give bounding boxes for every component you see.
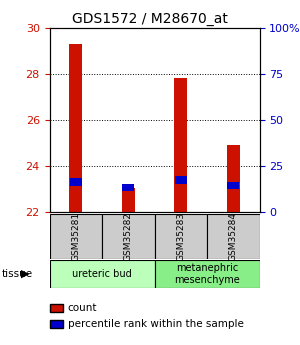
Bar [70, 178, 82, 186]
Bar [175, 176, 187, 185]
FancyBboxPatch shape [154, 260, 260, 288]
FancyBboxPatch shape [154, 214, 207, 259]
Text: ▶: ▶ [21, 269, 29, 279]
Bar [69, 44, 82, 212]
Text: count: count [68, 303, 97, 313]
Text: tissue: tissue [2, 269, 33, 279]
Bar [174, 78, 187, 212]
Text: GSM35284: GSM35284 [229, 212, 238, 261]
FancyBboxPatch shape [207, 214, 260, 259]
Text: GSM35283: GSM35283 [176, 212, 185, 261]
Bar [122, 188, 135, 212]
Bar [122, 185, 134, 191]
Bar [227, 182, 239, 189]
Text: GSM35282: GSM35282 [124, 212, 133, 261]
Text: metanephric
mesenchyme: metanephric mesenchyme [174, 263, 240, 285]
FancyBboxPatch shape [102, 214, 154, 259]
Text: GSM35281: GSM35281 [71, 212, 80, 261]
Bar [227, 145, 240, 212]
FancyBboxPatch shape [50, 260, 154, 288]
Text: GDS1572 / M28670_at: GDS1572 / M28670_at [72, 12, 228, 26]
Text: percentile rank within the sample: percentile rank within the sample [68, 319, 243, 329]
Text: ureteric bud: ureteric bud [72, 269, 132, 279]
FancyBboxPatch shape [50, 214, 102, 259]
